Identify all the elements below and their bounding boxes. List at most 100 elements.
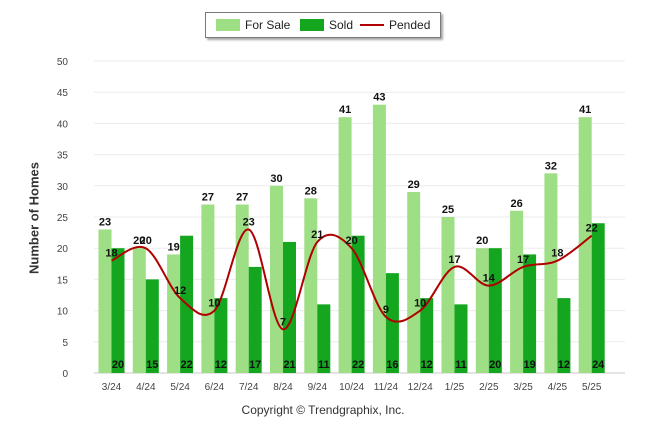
x-tick-label: 1/25 xyxy=(445,382,465,393)
bar-for-sale xyxy=(441,217,455,373)
bar-for-sale xyxy=(544,173,558,373)
bar-sold xyxy=(351,235,365,373)
data-label-for-sale: 27 xyxy=(202,192,214,204)
bar-sold xyxy=(454,304,468,373)
data-label-for-sale: 41 xyxy=(339,104,351,116)
bar-sold xyxy=(488,248,502,373)
data-label-sold: 12 xyxy=(558,359,570,371)
data-label-for-sale: 23 xyxy=(99,216,111,228)
data-label-pended: 9 xyxy=(383,304,389,316)
data-label-pended: 23 xyxy=(243,216,255,228)
x-tick-label: 4/25 xyxy=(548,382,568,393)
data-label-for-sale: 41 xyxy=(579,104,591,116)
bar-sold xyxy=(385,273,399,373)
data-label-sold: 15 xyxy=(146,359,158,371)
x-tick-label: 2/25 xyxy=(479,382,499,393)
bar-sold xyxy=(317,304,331,373)
data-label-for-sale: 26 xyxy=(510,198,522,210)
legend-label-pended: Pended xyxy=(389,18,431,32)
x-tick-label: 10/24 xyxy=(339,382,364,393)
x-tick-label: 8/24 xyxy=(273,382,293,393)
data-label-sold: 16 xyxy=(386,359,398,371)
legend: For Sale Sold Pended xyxy=(205,12,441,38)
data-label-sold: 22 xyxy=(352,359,364,371)
data-label-sold: 20 xyxy=(112,359,124,371)
data-label-pended: 10 xyxy=(208,298,220,310)
x-tick-label: 5/24 xyxy=(170,382,190,393)
y-tick-label: 20 xyxy=(57,244,69,255)
x-tick-label: 5/25 xyxy=(582,382,602,393)
bar-sold xyxy=(591,223,605,373)
bar-for-sale xyxy=(201,204,215,373)
y-tick-label: 25 xyxy=(57,213,69,224)
x-tick-label: 12/24 xyxy=(408,382,433,393)
x-tick-label: 4/24 xyxy=(136,382,156,393)
bar-sold xyxy=(111,248,125,373)
data-label-pended: 20 xyxy=(345,235,357,247)
data-label-for-sale: 20 xyxy=(133,235,145,247)
data-label-pended: 22 xyxy=(586,223,598,235)
y-tick-label: 10 xyxy=(57,307,69,318)
bar-for-sale xyxy=(475,248,489,373)
data-label-sold: 24 xyxy=(592,359,605,371)
data-label-pended: 17 xyxy=(517,254,529,266)
data-label-for-sale: 30 xyxy=(270,173,282,185)
bar-for-sale xyxy=(372,104,386,374)
data-label-for-sale: 29 xyxy=(408,179,420,191)
copyright-text: Copyright © Trendgraphix, Inc. xyxy=(241,403,405,417)
x-tick-label: 3/24 xyxy=(102,382,122,393)
data-label-pended: 7 xyxy=(280,316,286,328)
x-tick-label: 6/24 xyxy=(205,382,225,393)
y-tick-label: 35 xyxy=(57,151,69,162)
x-axis-ticks: 3/24 4/24 5/24 6/24 7/24 8/24 9/24 10/24 11/24 12… xyxy=(102,382,602,393)
bar-for-sale xyxy=(510,210,524,373)
bar-sold xyxy=(145,279,159,373)
legend-swatch-sold xyxy=(300,19,324,31)
data-label-sold: 17 xyxy=(249,359,261,371)
bar-sold xyxy=(248,266,262,373)
legend-item-pended[interactable]: Pended xyxy=(360,18,430,32)
data-label-for-sale: 27 xyxy=(236,192,248,204)
data-label-pended: 14 xyxy=(483,273,496,285)
bar-for-sale xyxy=(132,248,146,373)
data-label-sold: 19 xyxy=(523,359,535,371)
bar-sold xyxy=(214,298,228,373)
bar-sold xyxy=(420,298,434,373)
data-label-sold: 12 xyxy=(421,359,433,371)
legend-item-sold[interactable]: Sold xyxy=(300,18,353,32)
legend-label-for-sale: For Sale xyxy=(245,18,291,32)
data-label-sold: 11 xyxy=(455,359,467,371)
data-label-for-sale: 19 xyxy=(167,241,179,253)
bar-sold xyxy=(523,254,537,373)
bar-for-sale xyxy=(167,254,181,373)
data-label-sold: 20 xyxy=(489,359,501,371)
data-label-for-sale: 20 xyxy=(476,235,488,247)
x-tick-label: 11/24 xyxy=(374,382,399,393)
pended-line xyxy=(111,228,593,331)
data-label-pended: 21 xyxy=(311,229,323,241)
data-label-pended: 12 xyxy=(174,285,186,297)
y-axis-ticks: 0 5 10 15 20 25 30 35 40 45 50 xyxy=(57,57,69,380)
data-label-sold: 11 xyxy=(318,359,330,371)
data-label-for-sale: 43 xyxy=(373,92,385,104)
legend-label-sold: Sold xyxy=(329,18,354,32)
y-tick-label: 50 xyxy=(57,57,69,68)
bar-for-sale xyxy=(235,204,249,373)
legend-item-for-sale[interactable]: For Sale xyxy=(216,18,290,32)
bar-sold xyxy=(283,241,296,373)
bar-for-sale xyxy=(578,117,592,373)
data-label-sold: 22 xyxy=(180,359,192,371)
pended-series-line xyxy=(111,228,593,331)
x-tick-label: 9/24 xyxy=(308,382,328,393)
data-label-sold: 12 xyxy=(215,359,227,371)
data-label-pended: 18 xyxy=(551,248,563,260)
x-tick-label: 3/25 xyxy=(513,382,533,393)
bar-for-sale xyxy=(98,229,112,373)
y-tick-label: 15 xyxy=(57,275,69,286)
y-tick-label: 30 xyxy=(57,182,69,193)
bar-for-sale xyxy=(304,198,318,373)
legend-swatch-pended xyxy=(360,24,384,26)
legend-swatch-for-sale xyxy=(216,19,240,31)
data-label-pended: 20 xyxy=(140,235,152,247)
